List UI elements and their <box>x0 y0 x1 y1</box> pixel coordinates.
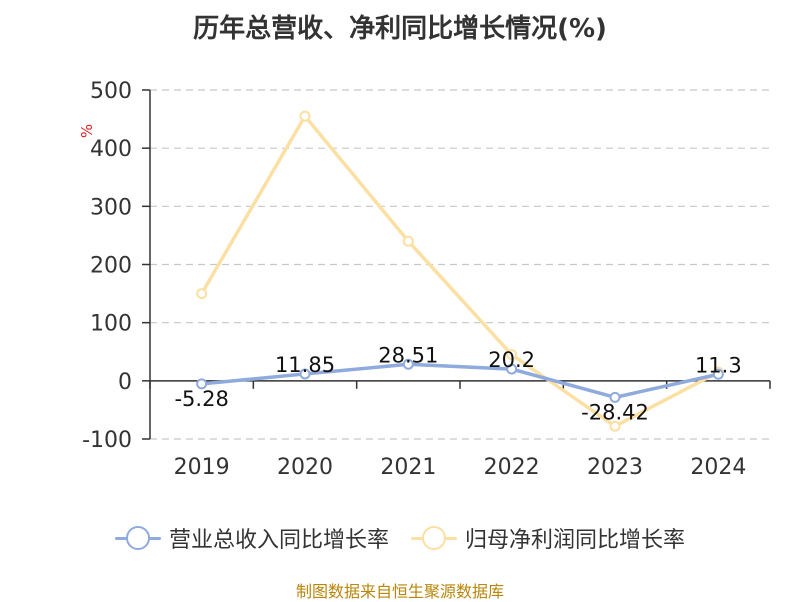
legend-label-net-profit: 归母净利润同比增长率 <box>465 528 686 553</box>
x-tick-label-2022: 2022 <box>484 455 540 480</box>
legend-marker-revenue <box>114 526 161 550</box>
x-tick-label-2021: 2021 <box>380 455 436 480</box>
series-1-point-2023 <box>609 420 621 432</box>
y-tick-label-300: 300 <box>90 195 132 220</box>
series-0-point-2019 <box>196 378 208 390</box>
data-label-2019: -5.28 <box>174 387 228 411</box>
data-source-note: 制图数据来自恒生聚源数据库 <box>295 582 504 601</box>
data-label-2024: 11.3 <box>695 353 742 377</box>
series-0-point-2022 <box>506 363 518 375</box>
series-1-point-2022 <box>506 349 518 361</box>
y-axis-label: % <box>78 124 96 138</box>
series-1-point-2019 <box>196 288 208 300</box>
series-0-point-2020 <box>299 368 311 380</box>
y-tick-label-500: 500 <box>90 79 132 104</box>
y-tick-label-200: 200 <box>90 254 132 279</box>
x-tick-label-2019: 2019 <box>174 455 230 480</box>
y-tick-label--100: -100 <box>82 428 132 453</box>
series-layer <box>196 110 724 432</box>
series-0-point-2023 <box>609 391 621 403</box>
data-label-2022: 20.2 <box>488 348 535 372</box>
axes: -100 0 100 200 300 400 500% 2019 2020 2021 2022 202… <box>78 79 771 480</box>
legend-item-revenue[interactable]: 营业总收入同比增长率 <box>114 522 389 554</box>
data-labels-layer: -5.28 11.85 28.51 20.2 -28.42 11.3 <box>174 343 741 424</box>
legend-label-revenue: 营业总收入同比增长率 <box>168 528 389 553</box>
series-1-point-2020 <box>299 110 311 122</box>
x-tick-label-2024: 2024 <box>690 455 746 480</box>
y-tick-label-0: 0 <box>118 370 132 395</box>
legend-item-net-profit[interactable]: 归母净利润同比增长率 <box>411 522 685 554</box>
grid-lines <box>150 89 770 440</box>
line-chart: -100 0 100 200 300 400 500% 2019 2020 2021 2022 202… <box>78 79 771 480</box>
data-label-2021: 28.51 <box>378 343 438 367</box>
legend-marker-net-profit <box>411 526 457 550</box>
legend: 营业总收入同比增长率 归母净利润同比增长率 <box>0 520 800 556</box>
series-0-point-2024 <box>712 368 724 380</box>
x-tick-label-2020: 2020 <box>277 455 333 480</box>
chart-title: 历年总营收、净利同比增长情况(%) <box>193 14 607 44</box>
x-tick-label-2023: 2023 <box>587 455 643 480</box>
data-label-2023: -28.42 <box>581 400 649 424</box>
series-0-point-2021 <box>402 358 414 370</box>
series-line-0 <box>199 362 721 400</box>
y-tick-label-100: 100 <box>90 312 132 337</box>
series-line-1 <box>199 114 721 428</box>
data-label-2020: 11.85 <box>275 353 335 377</box>
series-1-point-2021 <box>402 235 414 247</box>
y-tick-label-400: 400 <box>90 137 132 162</box>
